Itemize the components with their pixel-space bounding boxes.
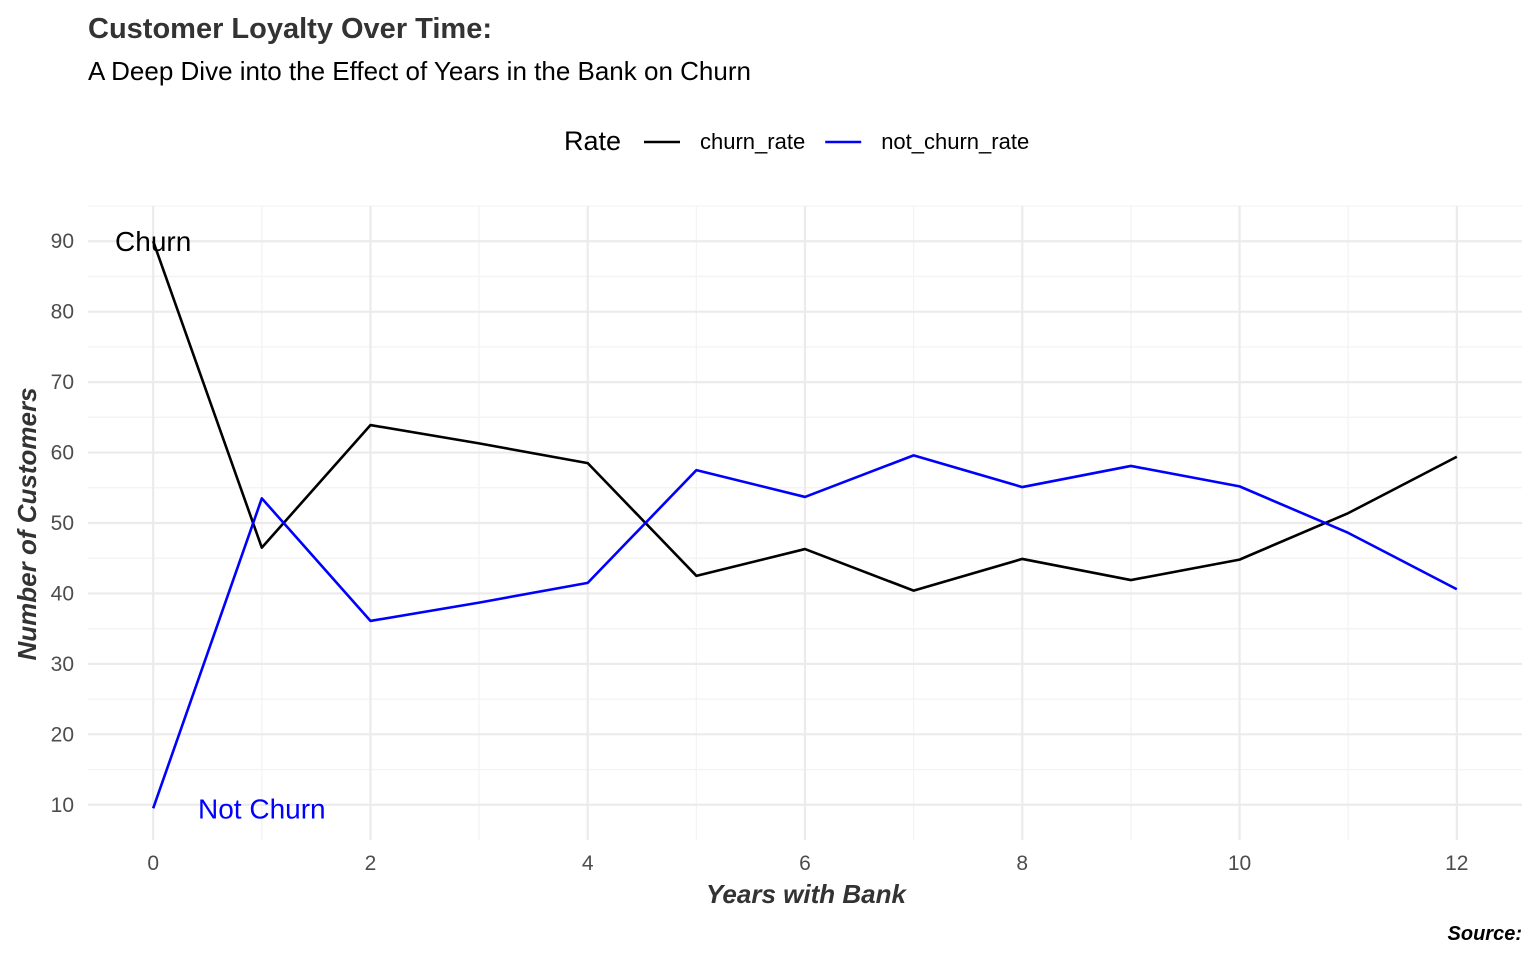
- y-axis-tick-labels: 10 20 30 40 50 60 70 80 90: [51, 230, 74, 817]
- legend-title: Rate: [564, 126, 621, 156]
- chart-subtitle: A Deep Dive into the Effect of Years in …: [88, 56, 751, 86]
- y-tick-label: 80: [51, 301, 74, 324]
- legend: Rate churn_rate not_churn_rate: [564, 126, 1029, 156]
- x-tick-label: 6: [799, 852, 811, 875]
- x-tick-label: 12: [1445, 852, 1468, 875]
- major-gridlines: [88, 206, 1522, 840]
- x-tick-label: 0: [147, 852, 159, 875]
- y-tick-label: 30: [51, 653, 74, 676]
- x-axis-title: Years with Bank: [706, 879, 907, 909]
- y-tick-label: 70: [51, 371, 74, 394]
- caption-source: Source:: [1448, 923, 1522, 945]
- y-tick-label: 50: [51, 512, 74, 535]
- chart-title: Customer Loyalty Over Time:: [88, 13, 492, 45]
- x-tick-label: 4: [582, 852, 594, 875]
- x-tick-label: 2: [365, 852, 377, 875]
- y-tick-label: 20: [51, 723, 74, 746]
- y-tick-label: 40: [51, 582, 74, 605]
- y-tick-label: 10: [51, 794, 74, 817]
- y-tick-label: 90: [51, 230, 74, 253]
- y-tick-label: 60: [51, 442, 74, 465]
- legend-label-not-churn-rate: not_churn_rate: [881, 129, 1029, 154]
- annotation-label: Not Churn: [198, 793, 326, 824]
- annotations: Churn Not Churn: [115, 226, 326, 824]
- x-axis-tick-labels: 0 2 4 6 8 10 12: [147, 852, 1468, 875]
- legend-label-churn-rate: churn_rate: [700, 129, 805, 154]
- y-axis-title: Number of Customers: [12, 387, 42, 660]
- x-tick-label: 8: [1016, 852, 1028, 875]
- series-lines: [151, 240, 1458, 809]
- x-tick-label: 10: [1228, 852, 1251, 875]
- annotation-label: Churn: [115, 226, 191, 257]
